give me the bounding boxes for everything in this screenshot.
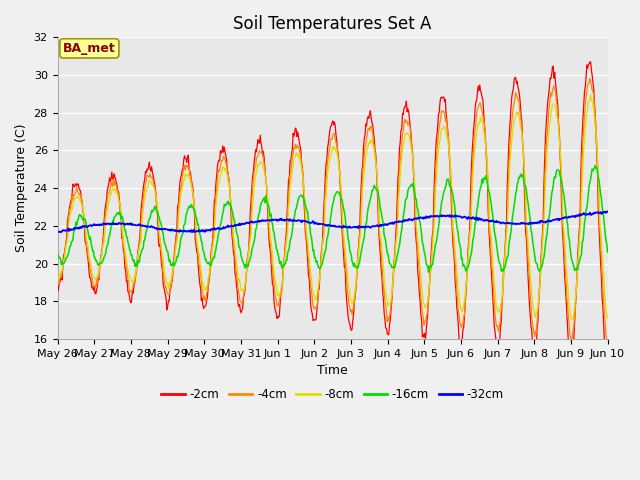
Title: Soil Temperatures Set A: Soil Temperatures Set A xyxy=(234,15,432,33)
X-axis label: Time: Time xyxy=(317,364,348,377)
Y-axis label: Soil Temperature (C): Soil Temperature (C) xyxy=(15,124,28,252)
Legend: -2cm, -4cm, -8cm, -16cm, -32cm: -2cm, -4cm, -8cm, -16cm, -32cm xyxy=(156,383,509,406)
Text: BA_met: BA_met xyxy=(63,42,116,55)
